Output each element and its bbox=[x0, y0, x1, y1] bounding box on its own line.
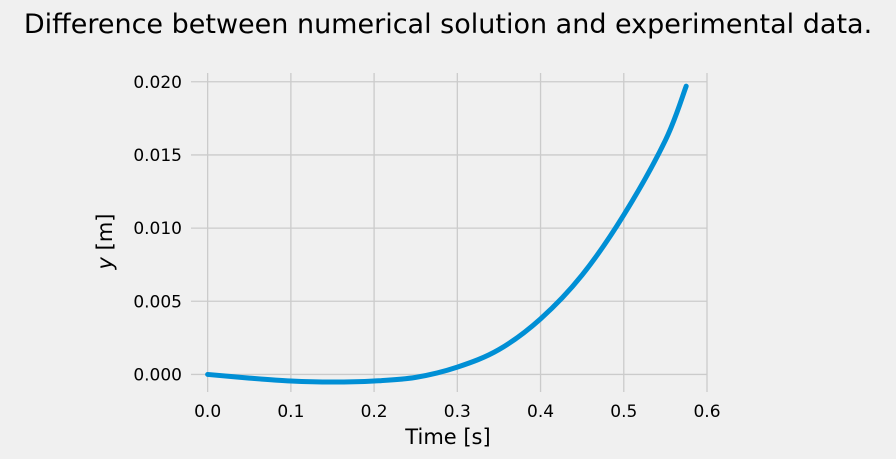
x-gridlines bbox=[206, 73, 708, 392]
y-tick-label: 0.000 bbox=[133, 365, 182, 385]
x-tick-labels: 0.0 0.1 0.2 0.3 0.4 0.5 0.6 bbox=[194, 402, 720, 422]
y-tick-label: 0.020 bbox=[133, 73, 182, 93]
x-tick-label: 0.3 bbox=[444, 402, 471, 422]
series-line bbox=[205, 83, 689, 385]
x-tick-label: 0.5 bbox=[610, 402, 637, 422]
x-tick-label: 0.6 bbox=[693, 402, 720, 422]
y-tick-label: 0.015 bbox=[133, 146, 182, 166]
x-tick-label: 0.4 bbox=[527, 402, 554, 422]
y-tick-label: 0.005 bbox=[133, 292, 182, 312]
y-gridlines bbox=[191, 81, 707, 376]
x-tick-label: 0.1 bbox=[277, 402, 304, 422]
x-tick-label: 0.2 bbox=[361, 402, 388, 422]
x-tick-label: 0.0 bbox=[194, 402, 221, 422]
x-axis-label: Time [s] bbox=[404, 425, 490, 449]
y-tick-label: 0.010 bbox=[133, 219, 182, 239]
chart-title: Difference between numerical solution an… bbox=[24, 9, 872, 40]
y-tick-labels: 0.000 0.005 0.010 0.015 0.020 bbox=[133, 73, 182, 386]
y-axis-label: y [m] bbox=[93, 214, 117, 271]
